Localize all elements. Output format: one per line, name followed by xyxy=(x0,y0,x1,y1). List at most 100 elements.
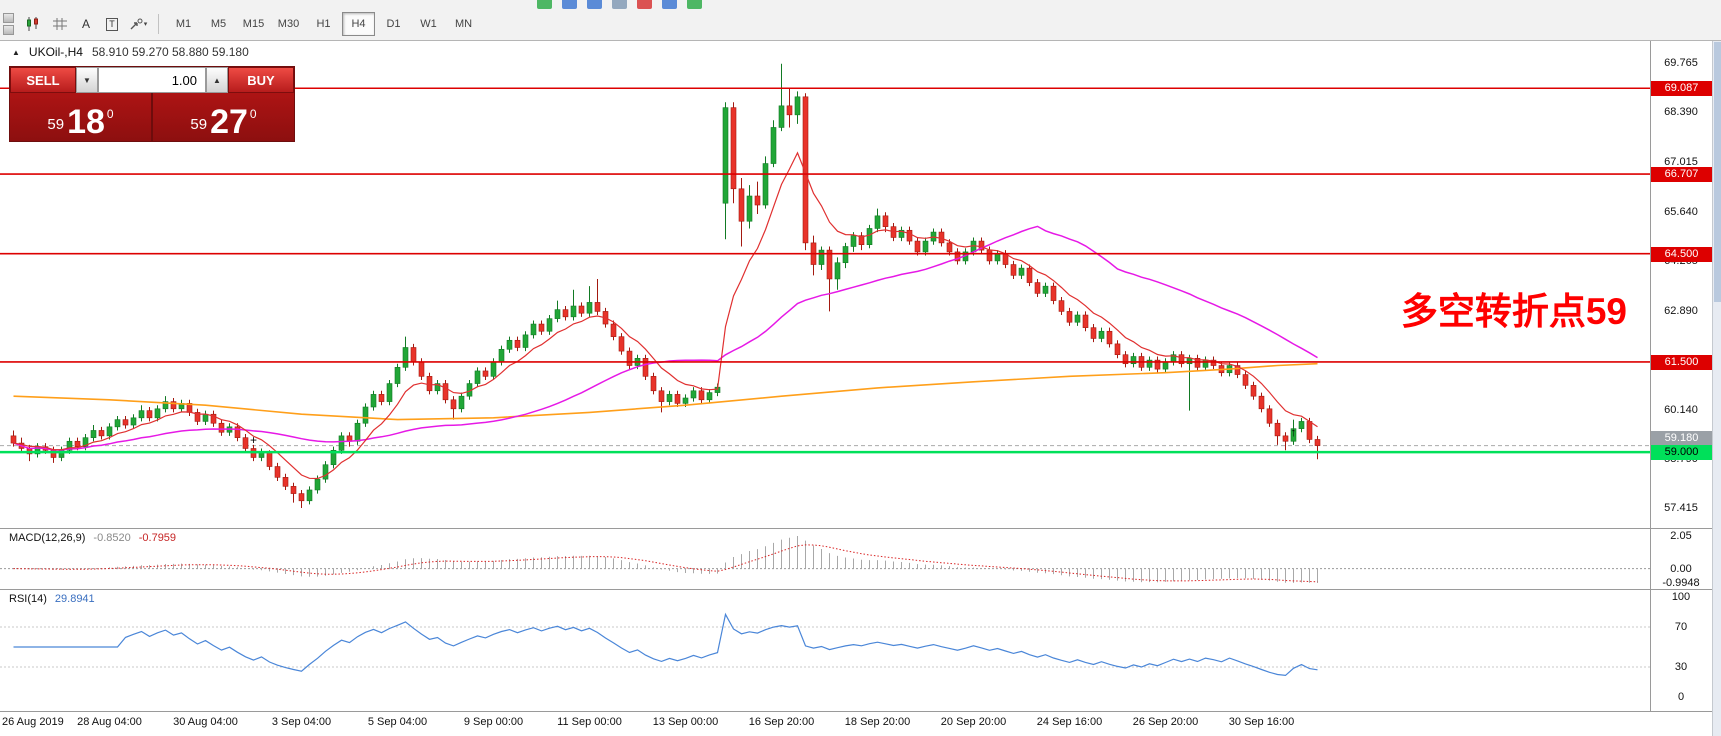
timeframe-m1[interactable]: M1 xyxy=(175,18,192,30)
candle xyxy=(762,163,769,206)
candle xyxy=(610,323,617,337)
candle xyxy=(1210,359,1217,366)
main-toolbar-cutoff-icons xyxy=(537,0,702,9)
candle xyxy=(1242,374,1249,386)
chevron-down-icon: ▾ xyxy=(143,21,148,28)
candle xyxy=(1154,359,1161,370)
candle xyxy=(106,426,113,437)
volume-increase-button[interactable]: ▲ xyxy=(206,67,228,93)
volume-input[interactable] xyxy=(98,67,206,93)
candle xyxy=(578,305,585,314)
grid-icon[interactable] xyxy=(47,12,73,36)
candle xyxy=(986,249,993,262)
rsi-value: 29.8941 xyxy=(54,593,95,605)
sell-button[interactable]: SELL xyxy=(10,67,76,93)
candle xyxy=(1258,395,1265,410)
candle xyxy=(1114,343,1121,356)
candle xyxy=(314,478,321,491)
sell-price-display[interactable]: 59 18 0 xyxy=(47,103,114,142)
chart-icon-fragment[interactable] xyxy=(537,0,552,9)
candle xyxy=(1266,408,1273,424)
price-badge-69.087: 69.087 xyxy=(1651,81,1712,97)
buy-price-display[interactable]: 59 27 0 xyxy=(151,93,294,141)
candle xyxy=(458,395,465,410)
toolbar-separator xyxy=(158,14,159,34)
toolbar-dock-handle[interactable] xyxy=(3,13,14,35)
time-label: 26 Aug 2019 xyxy=(2,716,64,728)
text-label-icon[interactable]: A xyxy=(73,12,99,36)
candle xyxy=(282,477,289,487)
candlestick-chart-icon[interactable] xyxy=(21,12,47,36)
new-order-icon-fragment[interactable] xyxy=(687,0,702,9)
rsi-tick: 0 xyxy=(1677,691,1685,703)
candle xyxy=(410,347,417,363)
timeframe-m15[interactable]: M15 xyxy=(242,18,265,30)
alert-icon-fragment[interactable] xyxy=(637,0,652,9)
macd-main-value: -0.8520 xyxy=(93,532,131,544)
candle xyxy=(82,437,89,447)
candles-layer xyxy=(10,63,1321,509)
candle xyxy=(266,451,273,467)
candle xyxy=(146,410,153,419)
time-label: 18 Sep 20:00 xyxy=(844,716,911,728)
candle xyxy=(1042,285,1049,294)
candle xyxy=(66,440,73,451)
candle xyxy=(98,430,105,437)
candle xyxy=(362,406,369,424)
candle xyxy=(914,240,921,253)
timeframe-h4[interactable]: H4 xyxy=(342,12,375,36)
volume-decrease-button[interactable]: ▼ xyxy=(76,67,98,93)
time-label: 5 Sep 04:00 xyxy=(367,716,428,728)
rsi-label: RSI(14) 29.8941 xyxy=(9,593,95,605)
time-axis[interactable]: 26 Aug 2019 28 Aug 04:00 30 Aug 04:00 3 Sep… xyxy=(0,712,1650,736)
candle xyxy=(666,394,673,402)
candle xyxy=(90,430,97,438)
toolbar: A T ▾ M1 M5 M15 M30 H1 H4 D1 W1 MN xyxy=(0,0,1721,41)
timeframe-h1[interactable]: H1 xyxy=(316,18,331,30)
candle xyxy=(706,392,713,401)
rsi-panel[interactable] xyxy=(0,590,1650,712)
candle xyxy=(722,107,729,204)
candle xyxy=(370,394,377,408)
buy-button[interactable]: BUY xyxy=(228,67,294,93)
timeframe-d1[interactable]: D1 xyxy=(386,18,401,30)
candle xyxy=(442,383,449,401)
candle xyxy=(210,413,217,424)
timeframe-m30[interactable]: M30 xyxy=(277,18,300,30)
timeframe-mn[interactable]: MN xyxy=(454,18,473,30)
price-badge-59.000: 59.000 xyxy=(1651,445,1712,461)
arrow-objects-icon[interactable]: ▾ xyxy=(125,12,151,36)
window-scrollbar[interactable] xyxy=(1712,40,1721,736)
timeframe-w1[interactable]: W1 xyxy=(420,18,437,30)
candle xyxy=(1250,385,1257,397)
window2-icon-fragment[interactable] xyxy=(662,0,677,9)
candle xyxy=(1146,359,1153,368)
scrollbar-thumb[interactable] xyxy=(1714,42,1721,302)
ma-mid-line xyxy=(13,225,1318,451)
rsi-separator[interactable] xyxy=(0,589,1712,590)
text-box-icon[interactable]: T xyxy=(99,12,125,36)
candle xyxy=(586,302,593,314)
window-icon-fragment[interactable] xyxy=(562,0,577,9)
price-tick: 69.765 xyxy=(1664,56,1698,69)
timeframe-m5[interactable]: M5 xyxy=(210,18,227,30)
macd-signal-line xyxy=(13,544,1318,583)
layout-icon-fragment[interactable] xyxy=(587,0,602,9)
one-click-collapse-icon[interactable]: ▲ xyxy=(12,47,20,57)
candle xyxy=(434,383,441,392)
candle xyxy=(154,408,161,419)
candle xyxy=(794,96,801,116)
price-badge-66.707: 66.707 xyxy=(1651,167,1712,183)
candle xyxy=(698,390,705,401)
macd-separator[interactable] xyxy=(0,528,1712,529)
macd-panel[interactable] xyxy=(0,529,1650,590)
candle xyxy=(530,323,537,336)
time-label: 20 Sep 20:00 xyxy=(940,716,1007,728)
price-tick: 68.390 xyxy=(1664,106,1698,119)
candle xyxy=(194,412,201,422)
candle xyxy=(626,350,633,366)
list-icon-fragment[interactable] xyxy=(612,0,627,9)
candle xyxy=(866,228,873,245)
candle xyxy=(1082,314,1089,328)
candle xyxy=(618,336,625,352)
